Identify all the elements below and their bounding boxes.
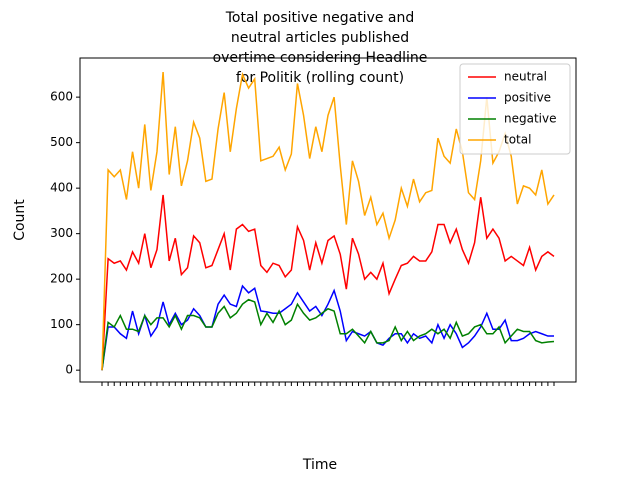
legend-label: positive	[504, 91, 551, 105]
y-tick-label: 200	[50, 272, 73, 286]
y-tick-label: 400	[50, 181, 73, 195]
chart-title: for Politik (rolling count)	[236, 70, 404, 86]
y-tick-label: 500	[50, 135, 73, 149]
legend-label: negative	[504, 112, 556, 126]
chart-title: neutral articles published	[231, 30, 409, 46]
y-axis-label: Count	[12, 199, 28, 241]
plot-frame	[79, 57, 577, 383]
series-line	[101, 298, 555, 371]
series-line	[101, 284, 554, 371]
y-tick-label: 100	[50, 317, 73, 331]
legend-label: total	[504, 133, 531, 147]
y-tick-label: 0	[65, 363, 73, 377]
legend-box	[459, 63, 571, 155]
chart-title: Total positive negative and	[225, 10, 415, 26]
series-line	[101, 194, 555, 371]
y-tick-label: 600	[50, 90, 73, 104]
y-tick-label: 300	[50, 226, 73, 240]
legend-label: neutral	[504, 70, 547, 84]
series-line	[101, 71, 555, 371]
x-axis-label: Time	[302, 457, 337, 473]
